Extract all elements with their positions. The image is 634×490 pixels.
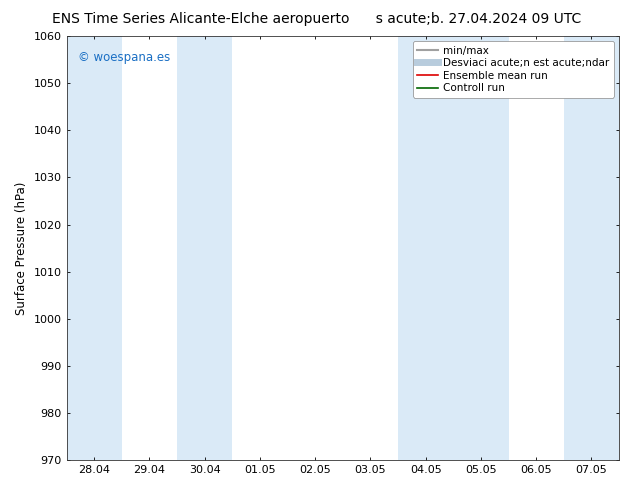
Bar [564,36,619,460]
Y-axis label: Surface Pressure (hPa): Surface Pressure (hPa) [15,181,28,315]
Bar [67,36,122,460]
Text: © woespana.es: © woespana.es [77,51,170,64]
Legend: min/max, Desviaci acute;n est acute;ndar, Ensemble mean run, Controll run: min/max, Desviaci acute;n est acute;ndar… [413,41,614,98]
Bar [177,36,232,460]
Text: ENS Time Series Alicante-Elche aeropuerto      s acute;b. 27.04.2024 09 UTC: ENS Time Series Alicante-Elche aeropuert… [53,12,581,26]
Bar [398,36,508,460]
